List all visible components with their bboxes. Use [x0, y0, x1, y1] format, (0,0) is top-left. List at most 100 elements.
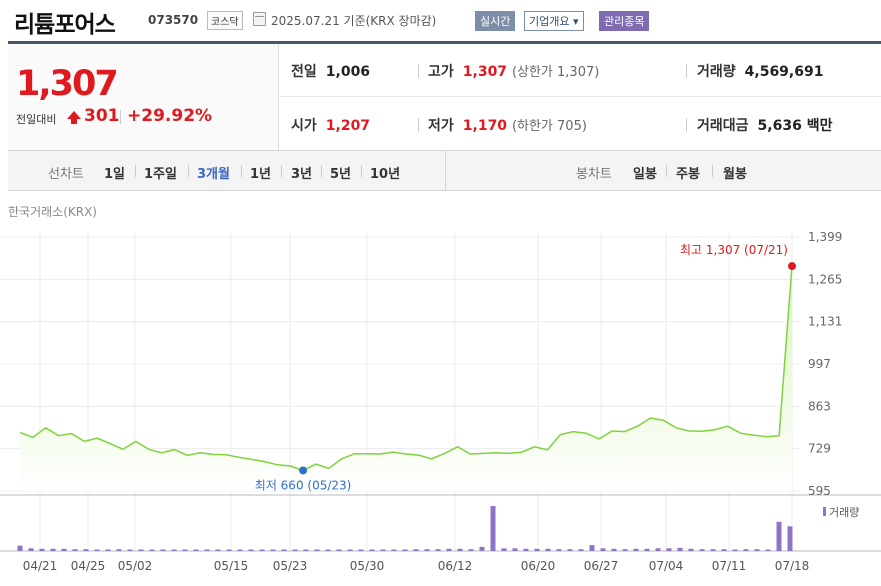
tab-separator [712, 165, 713, 177]
change-amount: 301 [84, 106, 120, 126]
volume-bar [127, 549, 133, 551]
volume-bar [402, 549, 408, 551]
volume-bar [457, 548, 463, 552]
quote-summary: 1,307 전일대비 301 +29.92% 전일 1,006 고가 1,307 (… [8, 44, 881, 151]
volume-bar [666, 548, 672, 551]
volume-bar [182, 549, 188, 551]
tab-daily-candle[interactable]: 일봉 [633, 167, 657, 182]
high-value: 1,307 [462, 64, 508, 80]
candle-chart-label: 봉차트 [576, 167, 612, 182]
chart-tabs: 선차트 1일 1주일 3개월 1년 3년 5년 10년 봉차트 일봉 주봉 월봉 [8, 151, 881, 191]
volume-bar [754, 549, 760, 551]
volume-bar [512, 548, 518, 551]
change-label: 전일대비 [16, 113, 57, 126]
stock-code: 073570 [148, 13, 199, 27]
volume-bar [17, 545, 23, 551]
company-overview-dropdown[interactable]: 기업개요 ▾ [524, 11, 584, 31]
volume-bar [545, 548, 551, 552]
volume-bar [633, 548, 639, 552]
tab-monthly-candle[interactable]: 월봉 [723, 167, 747, 182]
volume-bar [61, 548, 67, 552]
chart-marks: 최고 1,307 (07/21) 최저 660 (05/23) [255, 243, 796, 492]
tab-separator [666, 165, 667, 177]
x-tick-label: 05/02 [118, 559, 153, 573]
max-label: 최고 1,307 (07/21) [680, 243, 788, 257]
volume-bar [677, 547, 683, 552]
x-tick-label: 07/11 [712, 559, 747, 573]
up-arrow-icon [67, 111, 81, 124]
amount-label: 거래대금 [697, 118, 749, 134]
y-tick-label: 729 [808, 442, 831, 456]
x-tick-label: 04/21 [23, 559, 58, 573]
lower-limit: (하한가 705) [511, 119, 587, 134]
volume-bar [534, 548, 540, 552]
stock-header: 리튬포어스 073570 코스닥 2025.07.21 기준(KRX 장마감) … [0, 0, 881, 42]
volume-bar [776, 521, 782, 552]
min-label: 최저 660 (05/23) [255, 478, 352, 492]
tab-5y[interactable]: 5년 [330, 167, 352, 182]
price-area [20, 266, 792, 491]
tab-separator [188, 165, 189, 177]
volume-bar [105, 549, 111, 551]
tab-3y[interactable]: 3년 [291, 167, 313, 182]
volume-bar [204, 549, 210, 551]
exchange-label: 한국거래소(KRX) [8, 205, 97, 219]
market-badge: 코스닥 [207, 11, 243, 30]
volume-bar [292, 549, 298, 551]
trade-amount: 거래대금 5,636 백만 [697, 115, 832, 135]
open-value: 1,207 [325, 118, 371, 134]
tab-weekly-candle[interactable]: 주봉 [676, 167, 700, 182]
min-point [299, 466, 308, 475]
cell-separator [418, 64, 419, 78]
volume-bar [721, 549, 727, 551]
volume-bar [281, 549, 287, 551]
volume-bar [655, 548, 661, 551]
tab-1w[interactable]: 1주일 [144, 167, 177, 182]
volume-bar [237, 549, 243, 551]
volume-bar [215, 549, 221, 551]
line-chart-label: 선차트 [48, 167, 84, 182]
change-percent: +29.92% [127, 106, 213, 126]
volume-bar [424, 549, 430, 551]
volume-bar [94, 549, 100, 551]
volume-bar [600, 548, 606, 551]
tabs-divider [445, 151, 446, 191]
y-axis-labels: 1,399 1,265 1,131 997 863 729 595 [808, 230, 842, 498]
volume-bar [611, 548, 617, 552]
open-label: 시가 [291, 118, 317, 134]
volume-bar [336, 549, 342, 551]
volume-legend-swatch [823, 507, 826, 516]
volume-bar [556, 549, 562, 551]
tab-1y[interactable]: 1년 [250, 167, 272, 182]
tab-3m[interactable]: 3개월 [197, 167, 230, 182]
volume-bar [435, 549, 441, 551]
upper-limit: (상한가 1,307) [511, 65, 600, 80]
volume-label: 거래량 [697, 64, 736, 80]
volume-bar [644, 548, 650, 552]
low-value: 1,170 [462, 118, 508, 134]
volume-bar [732, 549, 738, 551]
date-value: 2025.07.21 [271, 14, 340, 28]
volume: 거래량 4,569,691 [697, 61, 823, 81]
volume-bar [380, 549, 386, 551]
volume-bar [391, 549, 397, 551]
max-point [788, 262, 796, 271]
cell-separator [686, 118, 687, 132]
cell-separator [686, 64, 687, 78]
tab-1d[interactable]: 1일 [104, 167, 126, 182]
volume-bar [248, 549, 254, 551]
price-chart[interactable]: 최고 1,307 (07/21) 최저 660 (05/23) 1,399 1,26… [0, 222, 881, 586]
volume-bar [589, 545, 595, 551]
managed-stock-badge[interactable]: 관리종목 [599, 11, 650, 31]
x-tick-label: 06/20 [521, 559, 556, 573]
low-label: 저가 [428, 118, 454, 134]
volume-bar [28, 548, 34, 551]
volume-bar [259, 549, 265, 551]
realtime-button[interactable]: 실시간 [475, 11, 516, 31]
tab-10y[interactable]: 10년 [370, 167, 401, 182]
volume-bar [501, 548, 507, 551]
volume-legend-label: 거래량 [829, 506, 859, 519]
x-tick-label: 07/04 [649, 559, 684, 573]
x-tick-label: 05/30 [350, 559, 385, 573]
tab-separator [321, 165, 322, 177]
